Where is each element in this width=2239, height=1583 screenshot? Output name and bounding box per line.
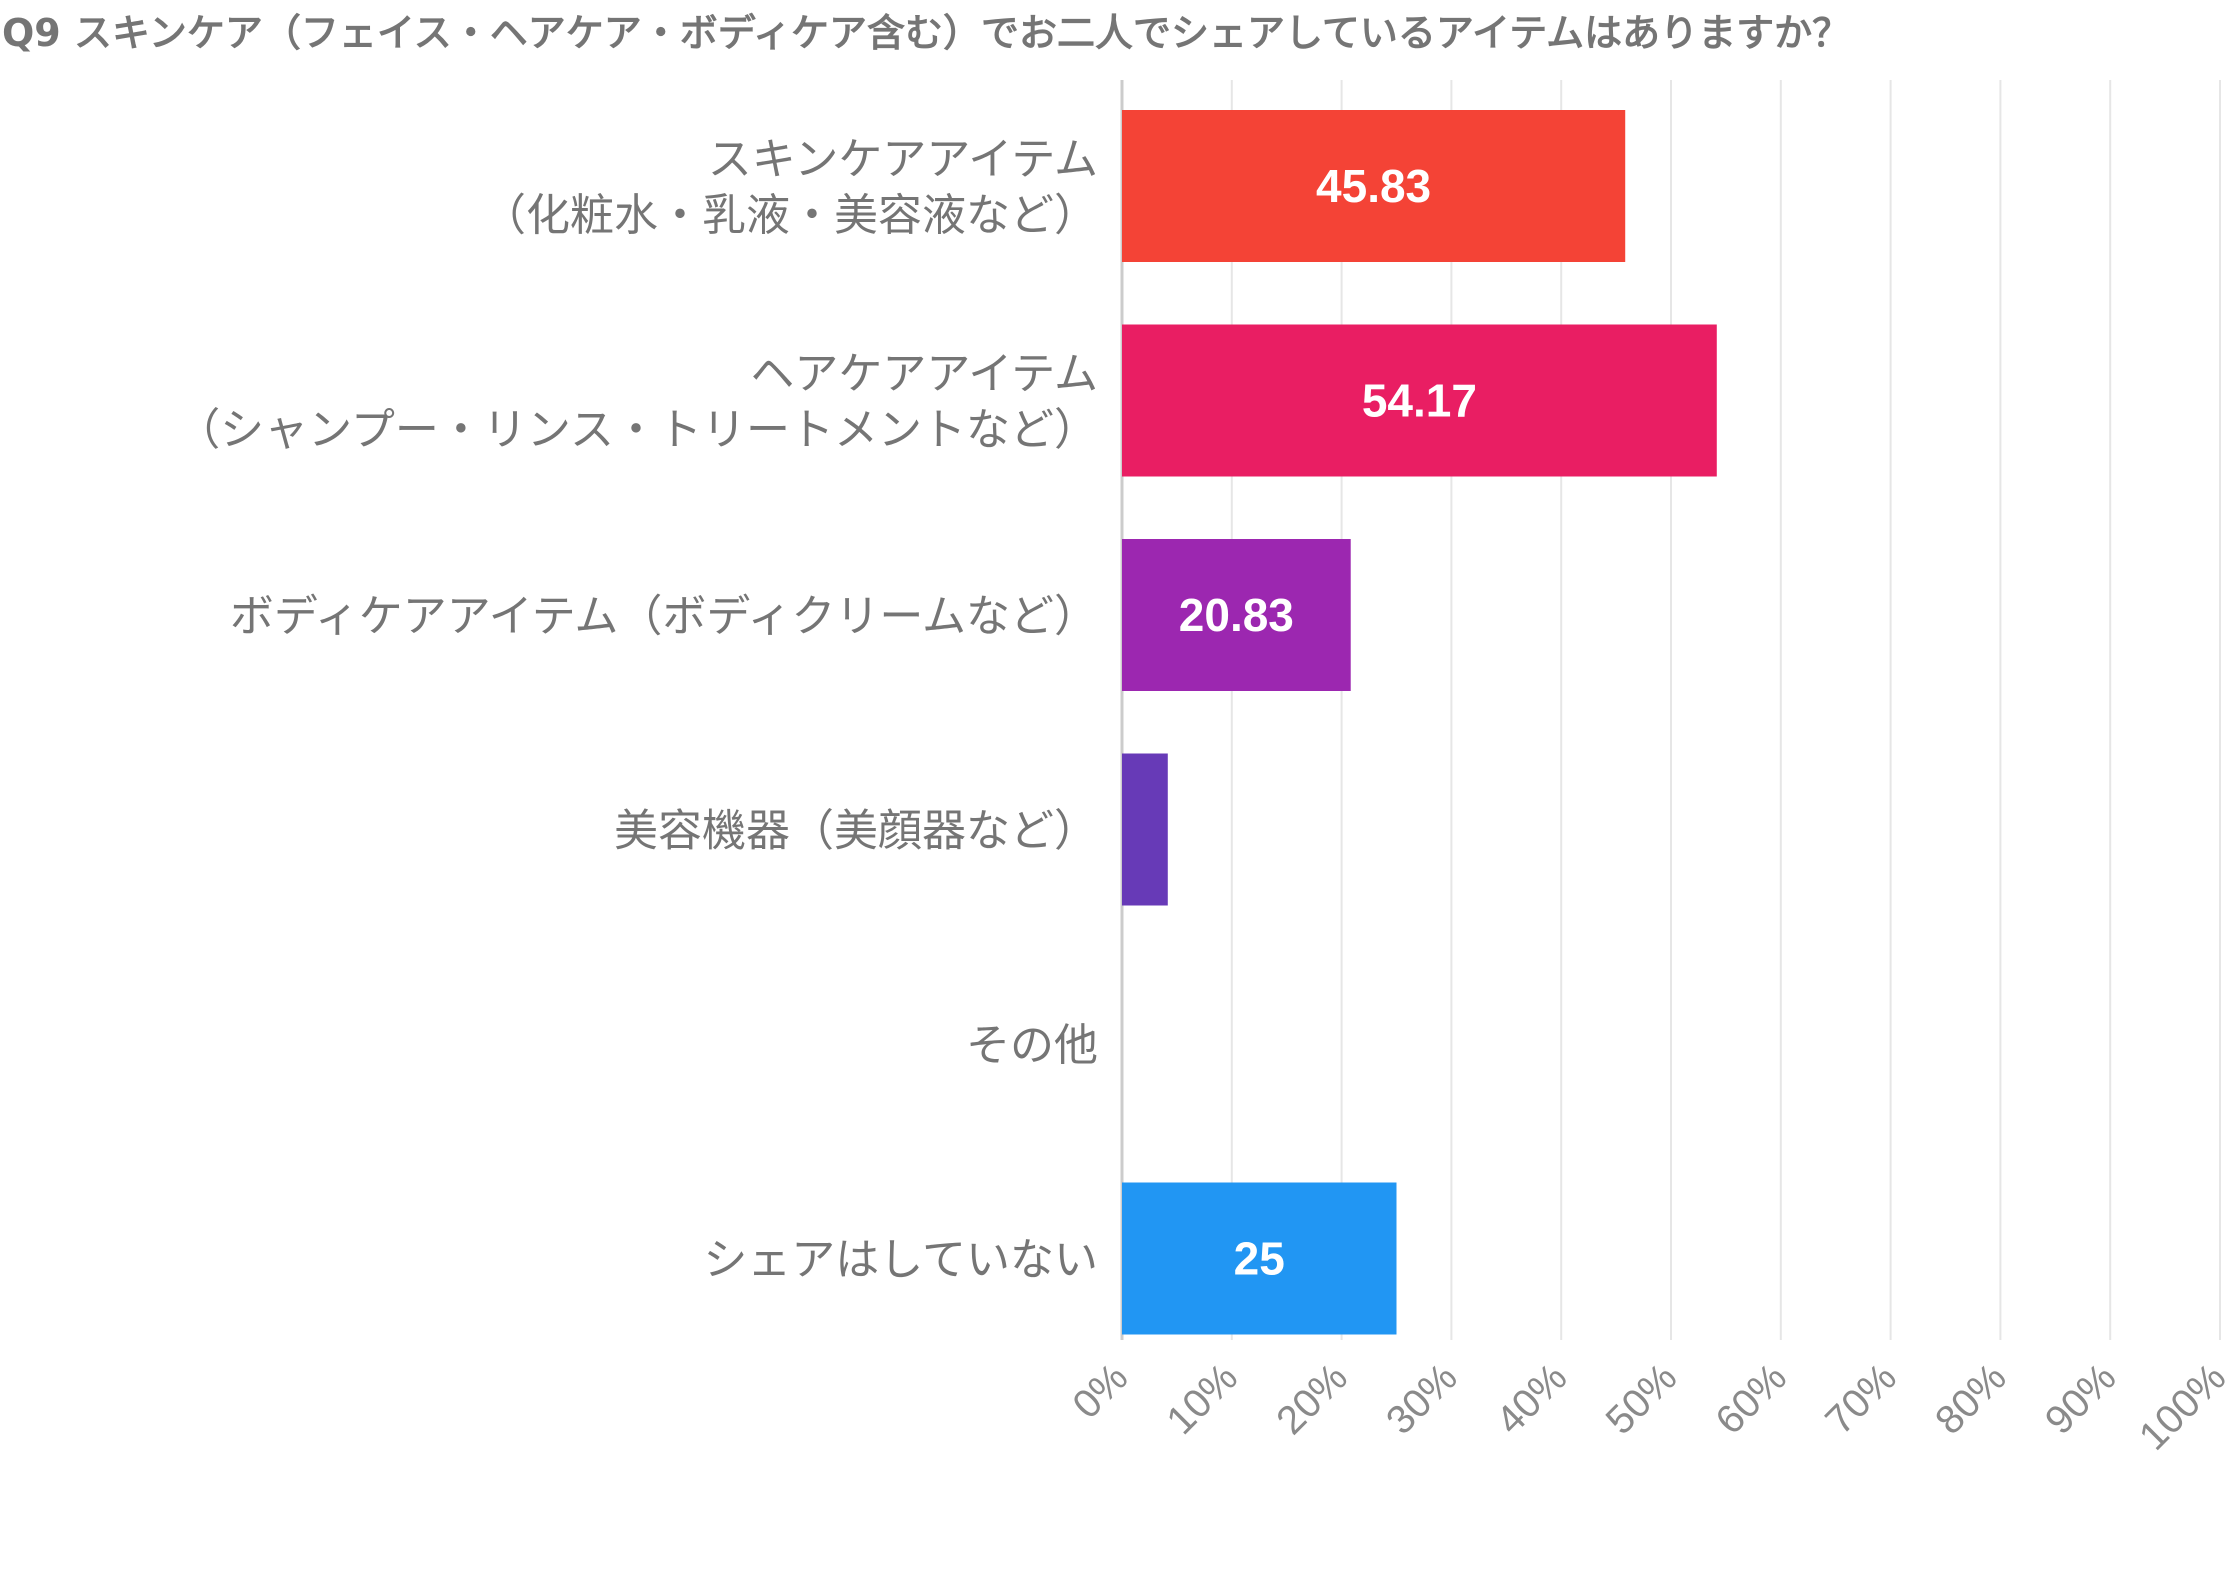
data-labels: 45.83 54.17 20.83 25 — [1179, 160, 1477, 1285]
category-label: シェアはしていない — [703, 1235, 1098, 1286]
category-label: ヘアケアアイテム — [750, 349, 1098, 400]
x-tick-label: 30% — [1378, 1355, 1466, 1443]
x-tick-label: 0% — [1064, 1355, 1136, 1427]
bar-data-label: 20.83 — [1179, 589, 1294, 641]
x-tick-label: 20% — [1268, 1355, 1356, 1443]
x-tick-label: 70% — [1817, 1355, 1905, 1443]
x-tick-label: 80% — [1927, 1355, 2015, 1443]
bar — [1122, 110, 1626, 262]
category-label: （シャンプー・リンス・トリートメントなど） — [176, 405, 1098, 456]
bar — [1122, 539, 1351, 691]
chart-title: Q9 スキンケア（フェイス・ヘアケア・ボディケア含む）でお二人でシェアしているア… — [2, 11, 1850, 55]
x-axis-ticks: 0% 10% 20% 30% 40% 50% 60% 70% 80% 90% 100% — [1064, 1355, 2234, 1458]
category-label: ボディケアアイテム（ボディクリームなど） — [230, 591, 1098, 642]
category-label: スキンケアアイテム — [708, 134, 1098, 185]
bar — [1122, 753, 1168, 906]
x-tick-label: 60% — [1707, 1355, 1795, 1443]
bar-data-label: 25 — [1234, 1233, 1285, 1285]
x-tick-label: 90% — [2037, 1355, 2125, 1443]
gridlines — [1120, 80, 2221, 1340]
category-label: その他 — [966, 1020, 1098, 1071]
category-label: （化粧水・乳液・美容液など） — [482, 190, 1098, 241]
x-tick-label: 10% — [1158, 1355, 1246, 1443]
bar-data-label: 54.17 — [1362, 375, 1477, 427]
category-label: 美容機器（美顔器など） — [614, 806, 1098, 857]
bar-data-label: 45.83 — [1316, 160, 1431, 212]
x-tick-label: 40% — [1488, 1355, 1576, 1443]
x-tick-label: 50% — [1598, 1355, 1686, 1443]
category-labels: スキンケアアイテム（化粧水・乳液・美容液など） ヘアケアアイテム（シャンプー・リン… — [176, 134, 1098, 1286]
bar — [1122, 1182, 1397, 1335]
bars — [1122, 110, 1717, 1335]
x-tick-label: 100% — [2131, 1355, 2234, 1458]
bar — [1122, 324, 1717, 477]
